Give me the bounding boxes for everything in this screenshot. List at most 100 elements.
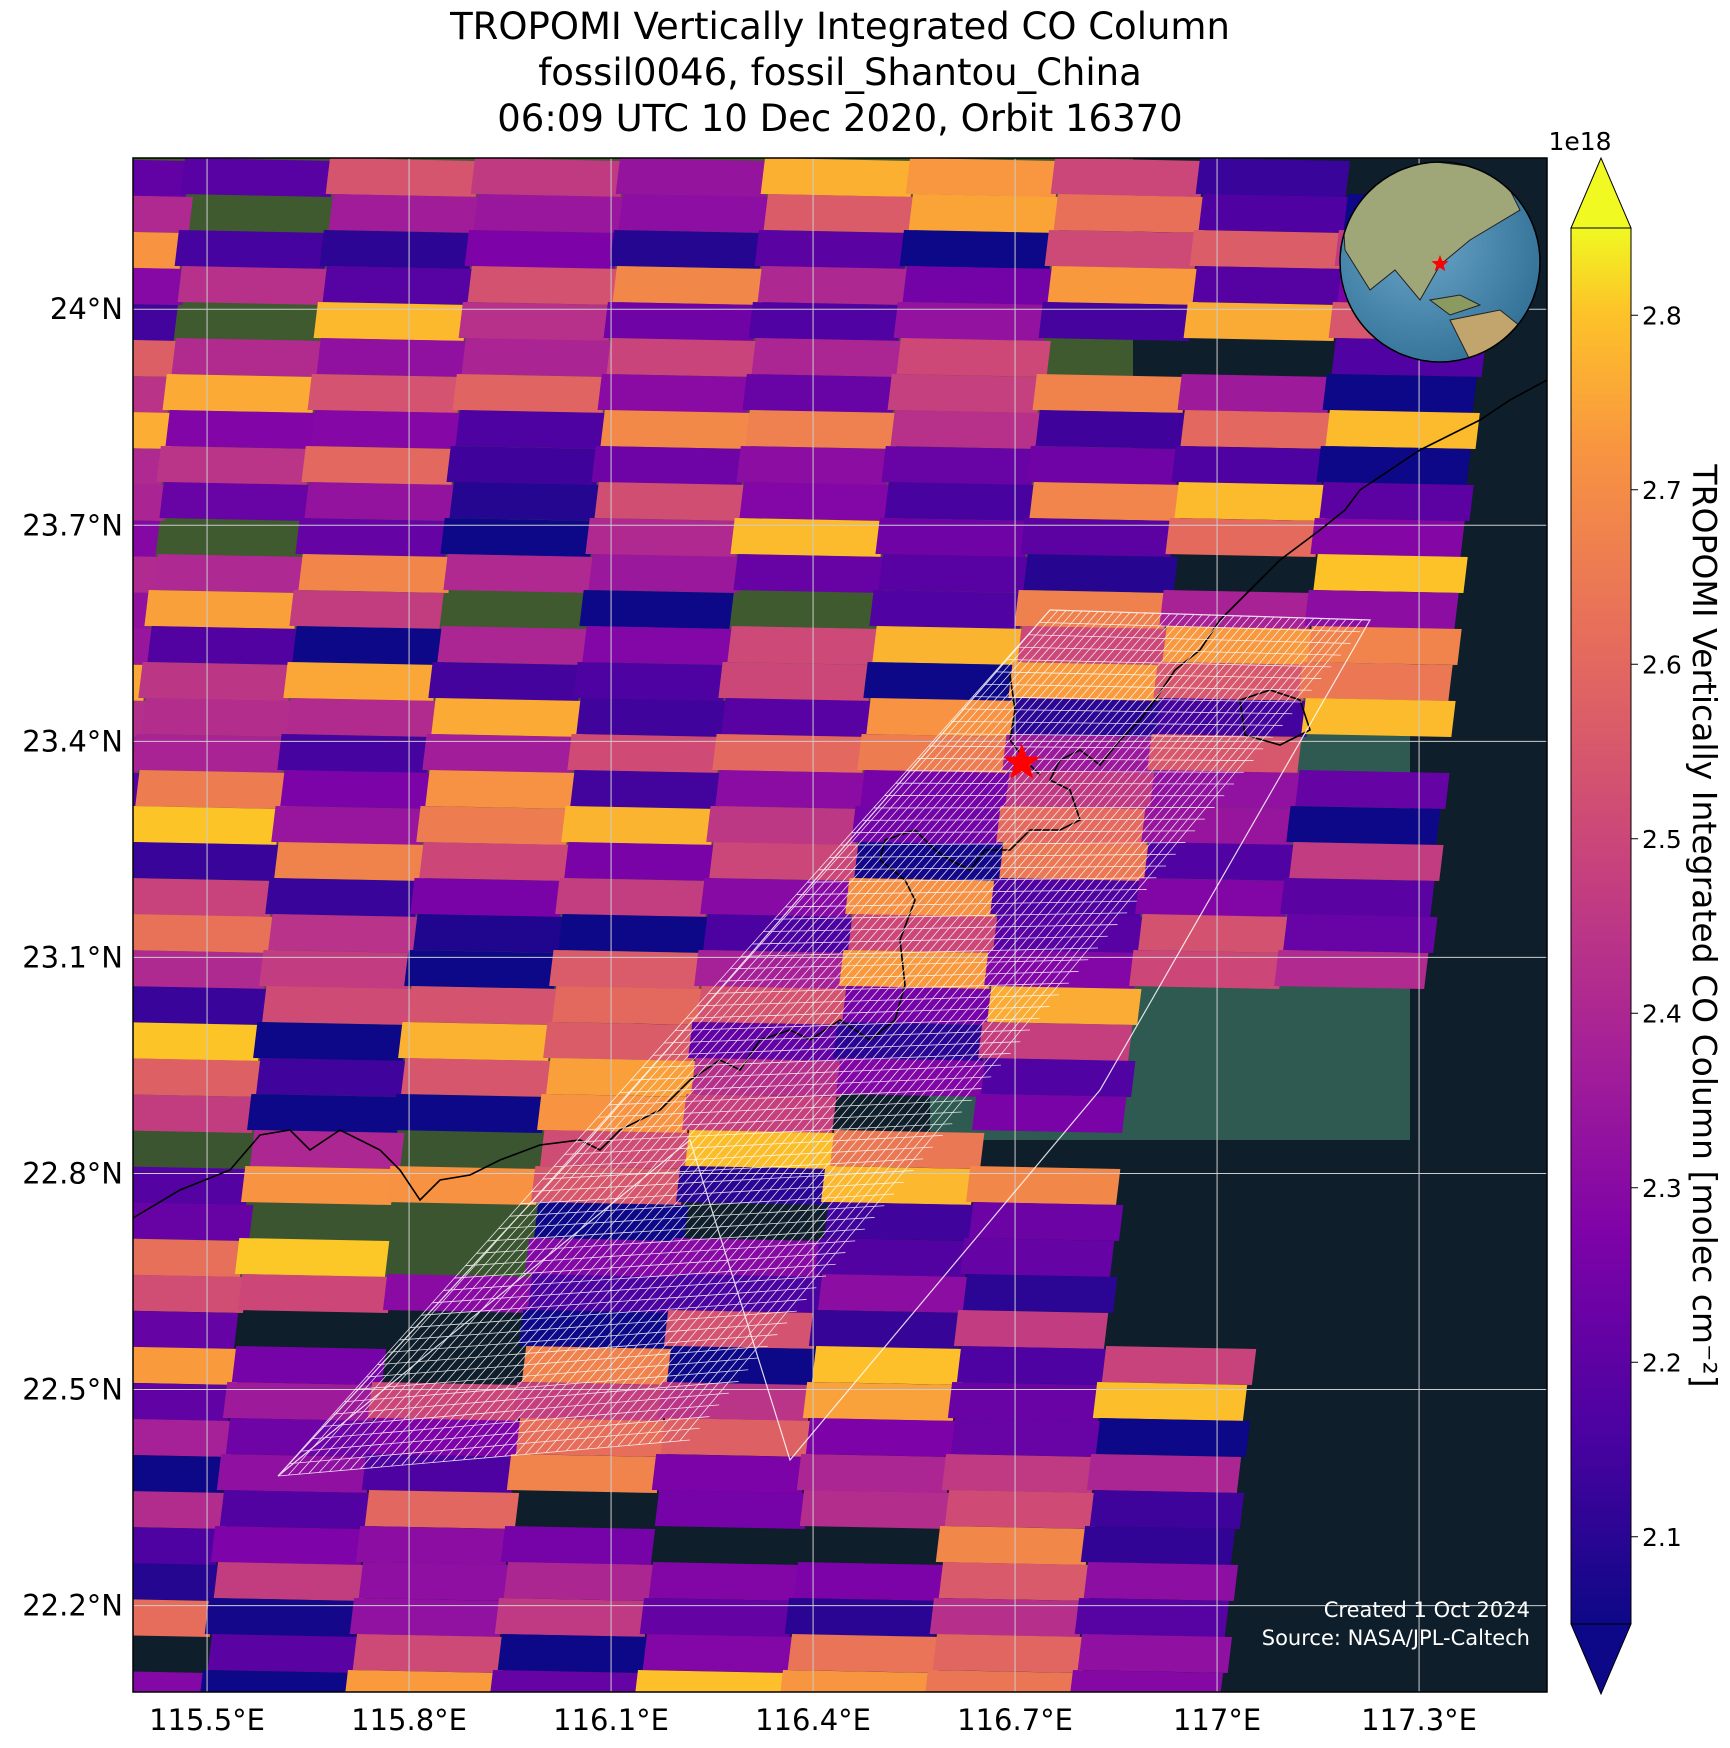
co-pixel [1195, 158, 1350, 197]
footprint-hatch-line [329, 610, 1091, 1472]
co-pixel [237, 1274, 393, 1313]
co-pixel [1319, 482, 1474, 521]
co-pixel [133, 267, 187, 305]
co-pixel [253, 1022, 408, 1061]
co-pixel [706, 806, 861, 845]
co-pixel [153, 554, 308, 593]
co-pixel [0, 1418, 90, 1457]
co-pixel [200, 1670, 353, 1692]
footprint-hatch-line [360, 611, 1115, 1470]
co-pixel [1038, 302, 1193, 341]
longitude-tick-label: 116.1°E [553, 1703, 669, 1737]
co-pixel [458, 302, 613, 341]
co-pixel [1180, 410, 1335, 449]
co-pixel [721, 698, 876, 737]
co-pixel [133, 1455, 227, 1493]
co-pixel [1077, 1634, 1233, 1673]
footprint-hatch-line [638, 618, 1331, 1445]
co-pixel [757, 266, 912, 305]
co-pixel [0, 1706, 66, 1745]
co-pixel [138, 662, 293, 701]
co-pixel [564, 842, 719, 881]
co-pixel [950, 1418, 1106, 1457]
co-pixel [204, 1598, 360, 1637]
co-pixel [603, 302, 758, 341]
co-pixel [1198, 194, 1353, 233]
co-pixel [676, 1166, 831, 1205]
footprint-hatch-line [288, 609, 1059, 1476]
coastline-path [133, 379, 1547, 1219]
latitude-tick-labels: 22.2°N 22.5°N 22.8°N 23.1°N 23.4°N 23.7°N 24°N [22, 292, 123, 1622]
co-pixel [401, 1058, 556, 1097]
co-pixel [207, 1634, 363, 1673]
co-pixel [147, 626, 302, 665]
co-pixel [500, 1526, 656, 1565]
credit-created: Created 1 Oct 2024 [1324, 1598, 1530, 1622]
co-pixel [0, 1310, 93, 1349]
co-pixel [567, 734, 722, 773]
co-pixel [730, 518, 885, 557]
co-pixel [1074, 1598, 1230, 1637]
co-pixel [1014, 590, 1169, 629]
footprint-hatch-line [318, 610, 1083, 1473]
co-pixel [446, 446, 601, 485]
co-pixel [881, 446, 1036, 485]
co-pixel [319, 230, 474, 269]
footprint-hatch-line [648, 618, 1339, 1444]
co-pixel [615, 158, 770, 197]
co-pixel [1307, 626, 1462, 665]
co-pixel [490, 1670, 643, 1692]
co-pixel [1141, 806, 1296, 845]
co-pixel [1280, 878, 1435, 917]
co-pixel [133, 376, 172, 413]
co-pixel [956, 1346, 1112, 1385]
latitude-tick-label: 22.8°N [22, 1156, 123, 1190]
footprint-hatch-line [421, 613, 1163, 1464]
co-pixel [0, 1490, 84, 1529]
co-pixel [325, 158, 480, 197]
co-pixel [1026, 446, 1181, 485]
co-pixel [1070, 1670, 1223, 1692]
co-pixel [165, 410, 320, 449]
co-pixel [133, 448, 166, 485]
co-pixel [467, 266, 622, 305]
co-pixel [503, 1562, 659, 1601]
co-pixel [842, 986, 997, 1025]
credit-source: Source: NASA/JPL-Caltech [1262, 1626, 1530, 1650]
target-star-marker [1003, 743, 1041, 779]
co-pixel [234, 1238, 390, 1277]
co-pixel [241, 1166, 396, 1205]
co-pixel [1313, 554, 1468, 593]
co-pixel [830, 1130, 985, 1169]
co-pixel [657, 1382, 813, 1421]
footprint-hatch-line [504, 615, 1227, 1457]
co-pixel [133, 520, 160, 557]
co-pixel [996, 806, 1151, 845]
co-pixel [210, 1526, 366, 1565]
inset-globe [1339, 161, 1541, 363]
co-pixel [1325, 410, 1480, 449]
footprint-hatch-line [432, 613, 1171, 1463]
co-pixel [1089, 1490, 1245, 1529]
colorbar-tick-label: 2.8 [1642, 301, 1682, 330]
co-pixel [869, 590, 1024, 629]
co-pixel [805, 1418, 961, 1457]
co-pixel [1171, 446, 1326, 485]
co-pixel [968, 1202, 1124, 1241]
latitude-tick-label: 23.1°N [22, 940, 123, 974]
footprint-hatch-line [308, 610, 1075, 1474]
co-pixel [277, 734, 432, 773]
co-pixel [739, 482, 894, 521]
co-pixel [959, 1238, 1115, 1277]
co-pixel [292, 626, 447, 665]
map-gridlines [133, 158, 1547, 1692]
co-pixel [133, 806, 281, 845]
co-pixel [1080, 1526, 1236, 1565]
co-pixel [878, 554, 1033, 593]
co-pixel [231, 1346, 387, 1385]
co-pixel [984, 950, 1139, 989]
co-pixel [691, 1058, 846, 1097]
co-pixel [570, 770, 725, 809]
colorbar-body [1570, 227, 1632, 1625]
